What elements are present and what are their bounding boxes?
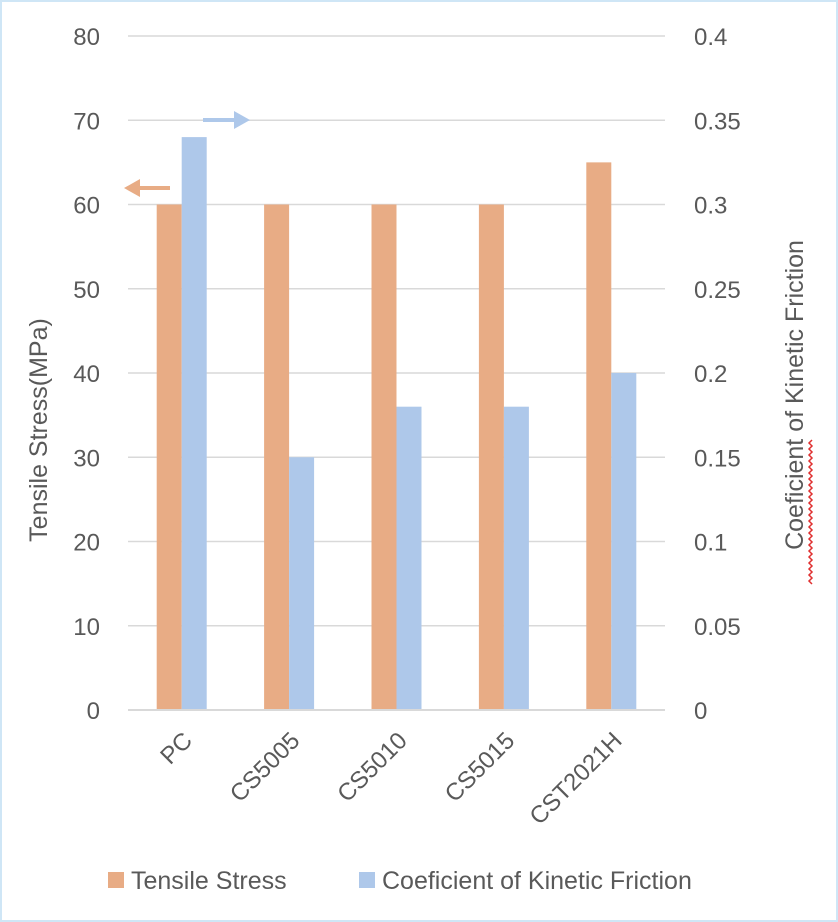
y-tick-right: 0.35 bbox=[694, 108, 741, 135]
x-tick-label: CS5010 bbox=[332, 727, 412, 807]
bar-tensile-stress bbox=[371, 204, 397, 710]
x-tick-label: CST2021H bbox=[524, 727, 627, 830]
y-tick-right: 0.15 bbox=[694, 445, 741, 472]
bar-kinetic-friction bbox=[396, 406, 422, 710]
y-tick-right: 0.4 bbox=[694, 24, 727, 51]
y-tick-left: 40 bbox=[73, 361, 100, 388]
bar-tensile-stress bbox=[586, 162, 612, 710]
left-axis-ticks: 0 10 20 30 40 50 60 70 80 bbox=[73, 24, 100, 725]
legend-label-tensile-stress: Tensile Stress bbox=[131, 867, 287, 895]
y-tick-left: 10 bbox=[73, 614, 100, 641]
bar-kinetic-friction bbox=[289, 457, 315, 710]
legend: Tensile Stress Coeficient of Kinetic Fri… bbox=[108, 867, 692, 895]
y-tick-left: 60 bbox=[73, 193, 100, 220]
bar-tensile-stress bbox=[156, 204, 182, 710]
spellcheck-squiggle bbox=[807, 439, 814, 585]
legend-swatch-tensile-stress bbox=[108, 872, 124, 888]
y-tick-right: 0.3 bbox=[694, 193, 727, 220]
y-tick-left: 50 bbox=[73, 277, 100, 304]
bar-kinetic-friction bbox=[181, 137, 207, 711]
y-axis-title-left: Tensile Stress(MPa) bbox=[25, 318, 53, 542]
y-axis-title-right: Coeficient of Kinetic Friction bbox=[781, 240, 809, 550]
right-axis-arrow bbox=[203, 111, 250, 129]
y-tick-left: 20 bbox=[73, 530, 100, 557]
x-tick-label: CS5015 bbox=[440, 727, 520, 807]
y-tick-left: 70 bbox=[73, 108, 100, 135]
bars bbox=[156, 137, 637, 711]
bar-kinetic-friction bbox=[611, 373, 637, 710]
right-axis-ticks: 0 0.05 0.1 0.15 0.2 0.25 0.3 0.35 0.4 bbox=[694, 24, 741, 725]
bar-kinetic-friction bbox=[503, 406, 529, 710]
y-tick-left: 0 bbox=[87, 698, 100, 725]
y-tick-left: 80 bbox=[73, 24, 100, 51]
left-axis-arrow bbox=[124, 179, 170, 197]
y-tick-right: 0.1 bbox=[694, 530, 727, 557]
bar-tensile-stress bbox=[264, 204, 290, 710]
legend-label-kinetic-friction: Coeficient of Kinetic Friction bbox=[382, 867, 692, 895]
y-tick-left: 30 bbox=[73, 445, 100, 472]
y-tick-right: 0 bbox=[694, 698, 707, 725]
y-tick-right: 0.25 bbox=[694, 277, 741, 304]
bar-tensile-stress bbox=[478, 204, 504, 710]
x-tick-label: PC bbox=[155, 727, 198, 770]
legend-swatch-kinetic-friction bbox=[359, 872, 375, 888]
x-tick-label: CS5005 bbox=[225, 727, 305, 807]
y-tick-right: 0.2 bbox=[694, 361, 727, 388]
y-tick-right: 0.05 bbox=[694, 614, 741, 641]
x-axis-ticks: PC CS5005 CS5010 CS5015 CST2021H bbox=[155, 727, 627, 830]
